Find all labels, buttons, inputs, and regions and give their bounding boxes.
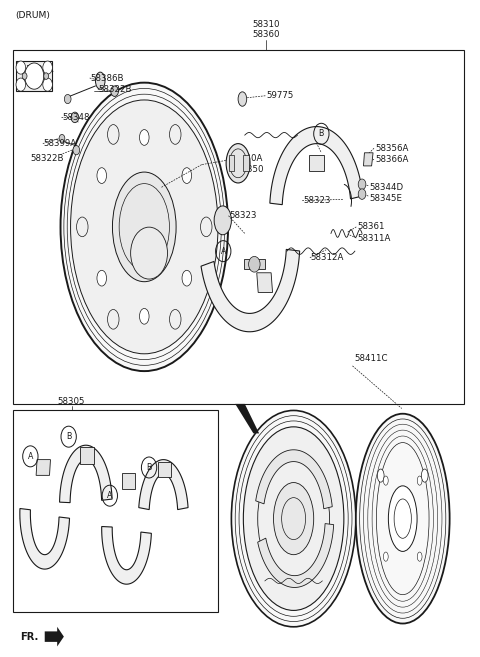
- Text: A: A: [221, 246, 226, 256]
- Text: 58323: 58323: [303, 196, 331, 205]
- Text: 58350: 58350: [236, 166, 264, 174]
- Ellipse shape: [226, 144, 250, 183]
- Ellipse shape: [59, 135, 65, 143]
- Polygon shape: [45, 627, 64, 646]
- Text: 58330A: 58330A: [229, 154, 263, 162]
- Bar: [243, 156, 249, 171]
- Polygon shape: [270, 127, 363, 205]
- Polygon shape: [363, 153, 373, 166]
- Text: 58411C: 58411C: [355, 353, 388, 363]
- Ellipse shape: [71, 112, 79, 123]
- Ellipse shape: [16, 61, 25, 74]
- Text: 58312A: 58312A: [311, 253, 344, 262]
- Ellipse shape: [377, 469, 384, 482]
- Ellipse shape: [71, 100, 218, 354]
- Ellipse shape: [108, 125, 119, 145]
- Polygon shape: [102, 526, 151, 584]
- Ellipse shape: [421, 469, 428, 482]
- Polygon shape: [20, 509, 70, 569]
- Ellipse shape: [384, 552, 388, 561]
- Ellipse shape: [44, 73, 48, 79]
- Text: 55129A: 55129A: [15, 65, 48, 74]
- Ellipse shape: [182, 168, 192, 183]
- Bar: [244, 259, 265, 269]
- Ellipse shape: [111, 86, 119, 97]
- Bar: [12, 50, 464, 404]
- Polygon shape: [235, 404, 259, 434]
- Ellipse shape: [238, 92, 247, 106]
- Polygon shape: [60, 445, 112, 503]
- Ellipse shape: [73, 146, 80, 155]
- Text: (DRUM): (DRUM): [15, 11, 50, 20]
- Text: 58360: 58360: [252, 30, 280, 39]
- Text: 58322B: 58322B: [30, 154, 64, 162]
- Polygon shape: [310, 155, 324, 171]
- Ellipse shape: [417, 476, 422, 486]
- Text: 58310: 58310: [252, 20, 280, 29]
- Text: B: B: [319, 129, 324, 138]
- Ellipse shape: [43, 61, 52, 74]
- Ellipse shape: [231, 411, 356, 627]
- Ellipse shape: [112, 172, 176, 282]
- Polygon shape: [36, 460, 50, 476]
- Polygon shape: [80, 447, 94, 464]
- Text: 58366A: 58366A: [375, 155, 408, 164]
- Ellipse shape: [214, 206, 231, 235]
- Text: 58361: 58361: [357, 222, 385, 231]
- Text: 59775: 59775: [266, 91, 294, 101]
- Ellipse shape: [356, 414, 450, 623]
- Ellipse shape: [64, 95, 71, 104]
- Ellipse shape: [24, 63, 44, 89]
- Ellipse shape: [384, 476, 388, 486]
- Ellipse shape: [358, 179, 366, 189]
- Polygon shape: [122, 473, 135, 489]
- Ellipse shape: [108, 309, 119, 329]
- Ellipse shape: [16, 78, 25, 91]
- Ellipse shape: [131, 227, 168, 279]
- Text: 58322B: 58322B: [99, 85, 132, 94]
- Ellipse shape: [76, 217, 88, 237]
- Ellipse shape: [169, 125, 181, 145]
- Bar: [228, 156, 234, 171]
- Text: B: B: [66, 432, 72, 442]
- Polygon shape: [139, 460, 188, 510]
- Text: B: B: [146, 463, 152, 472]
- Polygon shape: [258, 524, 334, 587]
- Text: FR.: FR.: [20, 631, 38, 642]
- Ellipse shape: [96, 72, 105, 89]
- Ellipse shape: [97, 270, 107, 286]
- Polygon shape: [16, 61, 52, 91]
- Text: A: A: [107, 491, 112, 500]
- Ellipse shape: [388, 486, 417, 551]
- Ellipse shape: [22, 73, 27, 79]
- Polygon shape: [256, 450, 332, 509]
- Text: A: A: [28, 452, 33, 461]
- Ellipse shape: [243, 427, 344, 610]
- Text: 58311A: 58311A: [357, 233, 391, 242]
- Ellipse shape: [140, 129, 149, 145]
- Ellipse shape: [97, 168, 107, 183]
- Text: 58356A: 58356A: [375, 144, 408, 152]
- Ellipse shape: [201, 217, 212, 237]
- Text: 58348: 58348: [62, 113, 89, 122]
- Ellipse shape: [249, 256, 260, 272]
- Ellipse shape: [182, 270, 192, 286]
- Text: 58386B: 58386B: [91, 74, 124, 83]
- Text: 58345E: 58345E: [369, 194, 402, 202]
- Ellipse shape: [358, 189, 366, 199]
- Ellipse shape: [169, 309, 181, 329]
- Bar: [12, 411, 218, 612]
- Text: 58399A: 58399A: [44, 139, 77, 148]
- Text: 58344D: 58344D: [369, 183, 403, 192]
- Text: 58323: 58323: [229, 212, 257, 220]
- Polygon shape: [257, 273, 273, 292]
- Text: 58305: 58305: [58, 397, 85, 407]
- Ellipse shape: [43, 78, 52, 91]
- Ellipse shape: [60, 83, 228, 371]
- Ellipse shape: [274, 483, 314, 555]
- Polygon shape: [201, 250, 300, 332]
- Ellipse shape: [417, 552, 422, 561]
- Polygon shape: [157, 462, 170, 478]
- Ellipse shape: [140, 308, 149, 324]
